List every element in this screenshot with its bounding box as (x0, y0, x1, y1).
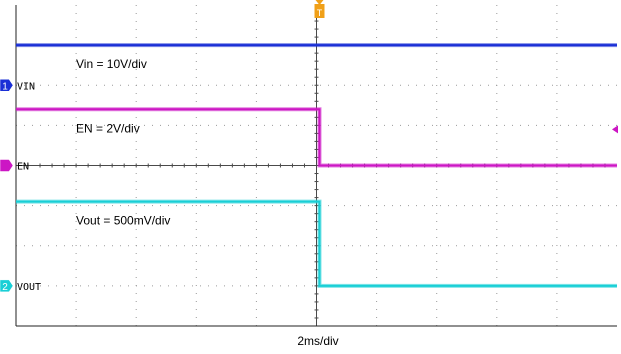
trigger-level-marker (612, 125, 618, 134)
channel-number-vin: 1 (2, 81, 8, 92)
ground-marker-vout: 2 (0, 279, 14, 293)
series-line-en (16, 108, 617, 167)
series-traces (16, 43, 617, 288)
series-line-vout (16, 200, 617, 287)
channel-markers: 1 2 T (0, 0, 618, 293)
channel-name-vout: VOUT (17, 282, 41, 293)
channel-name-en: EN (17, 162, 29, 173)
channel-number-vout: 2 (2, 282, 8, 293)
channel-name-vin: VIN (17, 81, 35, 92)
trigger-glyph: T (317, 9, 323, 19)
scale-label-vin: Vin = 10V/div (76, 57, 147, 71)
trigger-position-marker: T (314, 0, 325, 19)
scale-label-en: EN = 2V/div (76, 121, 140, 135)
channel-labels: Vin = 10V/div VIN EN = 2V/div EN Vout = 500m… (17, 57, 170, 293)
ground-marker-vin: 1 (0, 79, 14, 92)
scale-label-vout: Vout = 500mV/div (76, 214, 170, 228)
x-axis-label: 2ms/div (297, 334, 338, 348)
ground-marker-en (0, 159, 14, 172)
